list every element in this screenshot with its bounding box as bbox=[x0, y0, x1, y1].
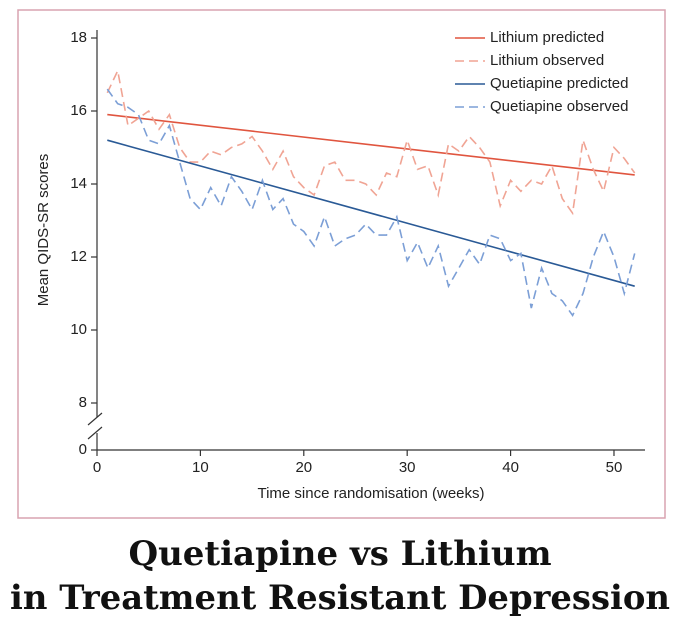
axis-break bbox=[87, 412, 103, 426]
series-line bbox=[106, 88, 636, 317]
y-tick-label: 14 bbox=[70, 175, 87, 192]
series-line bbox=[107, 139, 635, 287]
x-tick-label: 30 bbox=[399, 459, 416, 476]
y-tick-label: 8 bbox=[79, 394, 87, 411]
y-tick-label: 0 bbox=[79, 441, 87, 458]
caption-line: in Treatment Resistant Depression bbox=[10, 578, 670, 618]
series-line bbox=[106, 68, 636, 216]
legend-label: Quetiapine observed bbox=[490, 98, 628, 115]
y-tick-label: 16 bbox=[70, 102, 87, 119]
x-tick-label: 20 bbox=[295, 459, 312, 476]
x-tick-label: 10 bbox=[192, 459, 209, 476]
legend-label: Quetiapine predicted bbox=[490, 75, 628, 92]
axis-break bbox=[87, 426, 103, 440]
y-tick-label: 10 bbox=[70, 321, 87, 338]
x-tick-label: 0 bbox=[93, 459, 101, 476]
legend-label: Lithium predicted bbox=[490, 29, 604, 46]
x-tick-label: 50 bbox=[606, 459, 623, 476]
chart-frame bbox=[17, 9, 666, 519]
x-axis-label: Time since randomisation (weeks) bbox=[257, 485, 484, 502]
caption-line: Quetiapine vs Lithium bbox=[128, 534, 551, 574]
y-axis-label: Mean QIDS-SR scores bbox=[35, 154, 52, 307]
legend-label: Lithium observed bbox=[490, 52, 604, 69]
y-tick-label: 18 bbox=[70, 29, 87, 46]
y-tick-label: 12 bbox=[70, 248, 87, 265]
series-line bbox=[107, 113, 635, 176]
x-tick-label: 40 bbox=[502, 459, 519, 476]
